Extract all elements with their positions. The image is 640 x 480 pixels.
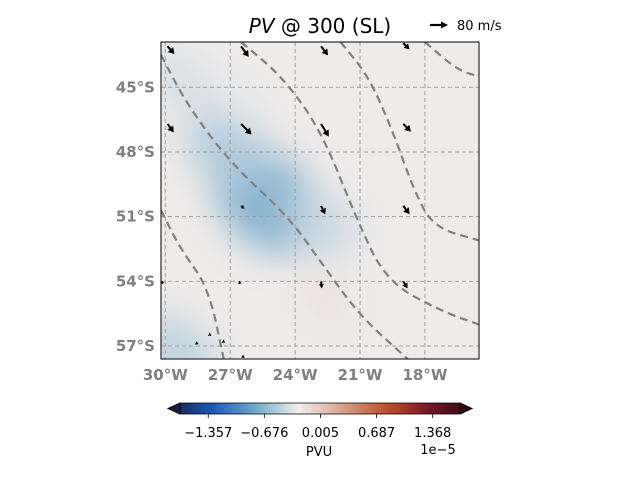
wind-vector-head (319, 207, 326, 215)
wind-vector (221, 339, 226, 343)
wind-vector-head (244, 127, 252, 135)
colorbar-extend-low (167, 402, 181, 415)
wind-vector-head (241, 354, 245, 358)
wind-vector (161, 280, 165, 285)
wind-vector-head (403, 43, 410, 50)
colorbar-ticks: −1.357 −0.676 0.005 0.687 1.368 (184, 414, 451, 441)
x-tick-label: 21°W (338, 366, 383, 384)
pv-anomaly-region (161, 314, 217, 359)
x-tick-label: 27°W (208, 366, 253, 384)
pv-filled-field (161, 50, 359, 359)
colorbar-tick-label: 1.368 (414, 426, 451, 441)
map-frame (160, 41, 480, 360)
x-tick-label: 30°W (143, 366, 188, 384)
colorbar-tick-label: −1.357 (184, 426, 232, 441)
geopotential-contours (161, 42, 479, 359)
wind-vector-head (238, 280, 242, 285)
reference-arrow-head (441, 21, 448, 29)
y-tick-label: 45°S (116, 78, 155, 96)
wind-vector-head (167, 125, 174, 133)
colorbar-scale-label: 1e−5 (420, 443, 455, 458)
wind-vector-shaft (240, 205, 243, 208)
wind-vector (402, 205, 410, 215)
wind-vector-head (221, 339, 226, 343)
reference-vector-label: 80 m/s (457, 19, 502, 34)
wind-vector-head (161, 280, 165, 285)
wind-vector (320, 45, 329, 56)
map-panel (161, 42, 479, 359)
pv-anomaly-region (305, 277, 350, 320)
pv-anomaly-region (283, 187, 359, 259)
colorbar-tick-label: 0.005 (302, 426, 339, 441)
wind-vector-head (242, 49, 249, 57)
wind-vectors (161, 42, 411, 358)
contour-line (424, 42, 479, 78)
x-tick-label: 24°W (273, 366, 318, 384)
y-tick-label: 51°S (116, 208, 155, 226)
wind-vector (240, 123, 252, 135)
wind-vector (194, 341, 199, 345)
chart-title: PV @ 300 (SL) (249, 14, 391, 38)
colorbar-label: PVU (306, 445, 332, 460)
wind-vector-head (318, 283, 324, 289)
wind-vector-head (402, 282, 408, 289)
contour-line (161, 209, 225, 359)
y-tick-label: 48°S (116, 143, 155, 161)
colorbar-tick-label: 0.687 (358, 426, 395, 441)
wind-vector (402, 123, 411, 132)
wind-vector (319, 205, 326, 215)
wind-vector (402, 42, 410, 50)
y-tick-label: 54°S (116, 272, 155, 290)
pv-anomaly-region (210, 68, 272, 128)
wind-vector-head (241, 205, 245, 209)
wind-vector-head (167, 47, 175, 55)
x-tick-label: 18°W (402, 366, 447, 384)
wind-vector (320, 123, 329, 137)
wind-vector-head (321, 48, 329, 56)
colorbar-extend-high (459, 402, 473, 415)
pv-anomaly-region (187, 111, 273, 193)
wind-vector (402, 280, 408, 289)
colorbar: −1.357 −0.676 0.005 0.687 1.368 PVU 1e−5 (167, 402, 473, 460)
contour-line (240, 42, 479, 326)
wind-vector (318, 281, 324, 289)
reference-vector-key: 80 m/s (430, 19, 502, 34)
wind-vector-head (194, 341, 199, 345)
wind-vector (240, 45, 249, 57)
wind-vector (166, 123, 174, 133)
wind-vector-head (404, 124, 411, 132)
wind-vector (240, 205, 245, 209)
contour-line (161, 54, 409, 359)
wind-vector-head (207, 332, 212, 336)
y-axis-ticks: 45°S 48°S 51°S 54°S 57°S (116, 78, 155, 355)
contour-line (339, 42, 479, 242)
pv-anomaly-region (161, 50, 216, 116)
wind-vector (238, 280, 242, 285)
wind-vector-head (403, 207, 410, 215)
wind-vector (166, 45, 175, 55)
wind-vector-head (322, 129, 329, 137)
wind-vector (241, 354, 245, 358)
colorbar-tick-label: −0.676 (240, 426, 288, 441)
x-axis-ticks: 30°W 27°W 24°W 21°W 18°W (143, 366, 448, 384)
colorbar-bar (167, 402, 473, 415)
y-tick-label: 57°S (116, 337, 155, 355)
wind-vector (207, 332, 212, 336)
map-gridlines (161, 42, 479, 359)
